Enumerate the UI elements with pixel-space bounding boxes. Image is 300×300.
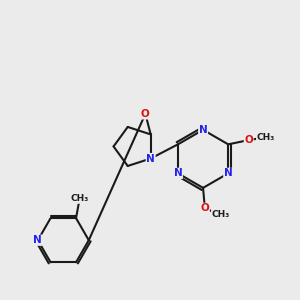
- Text: O: O: [200, 203, 209, 213]
- Text: N: N: [199, 125, 208, 135]
- Text: N: N: [146, 154, 155, 164]
- Text: CH₃: CH₃: [70, 194, 89, 203]
- Text: O: O: [141, 109, 150, 119]
- Text: N: N: [224, 168, 233, 178]
- Text: CH₃: CH₃: [256, 133, 275, 142]
- Text: CH₃: CH₃: [212, 210, 230, 219]
- Text: O: O: [244, 135, 253, 145]
- Text: N: N: [34, 235, 42, 245]
- Text: N: N: [174, 168, 182, 178]
